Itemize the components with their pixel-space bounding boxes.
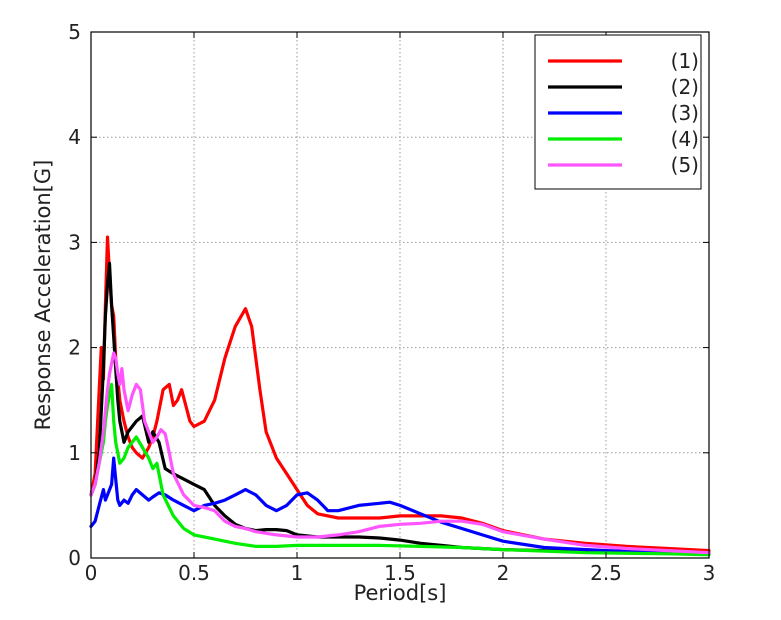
series-line-4: [89, 382, 711, 557]
series-line-3: [89, 456, 711, 556]
y-axis-label: Response Acceleration[G]: [31, 160, 55, 431]
x-tick-label: 1.5: [384, 561, 416, 585]
series-lines: [89, 235, 711, 557]
x-tick-label: 2.5: [590, 561, 622, 585]
x-tick-label: 3: [703, 561, 716, 585]
x-tick-label: 0: [85, 561, 98, 585]
y-tick-label: 4: [68, 125, 81, 149]
x-axis-label: Period[s]: [354, 581, 447, 605]
x-tick-label: 0.5: [178, 561, 210, 585]
x-tick-label: 1: [291, 561, 304, 585]
axis-ticks: 0 0.5 1 1.5 2 2.5 3 0 1 2 3 4 5: [68, 20, 715, 585]
grid: [91, 32, 709, 558]
legend-label-5: (5): [671, 153, 699, 177]
y-tick-label: 0: [68, 546, 81, 570]
y-tick-label: 5: [68, 20, 81, 44]
y-tick-label: 3: [68, 230, 81, 254]
legend-label-4: (4): [671, 127, 699, 151]
series-line-5: [89, 351, 711, 555]
y-tick-label: 2: [68, 336, 81, 360]
y-tick-label: 1: [68, 441, 81, 465]
legend-label-1: (1): [671, 49, 699, 73]
legend: (1)(2)(3)(4)(5): [534, 34, 702, 190]
legend-label-3: (3): [671, 101, 699, 125]
legend-label-2: (2): [671, 75, 699, 99]
series-line-2: [89, 261, 711, 555]
x-tick-label: 2: [497, 561, 510, 585]
